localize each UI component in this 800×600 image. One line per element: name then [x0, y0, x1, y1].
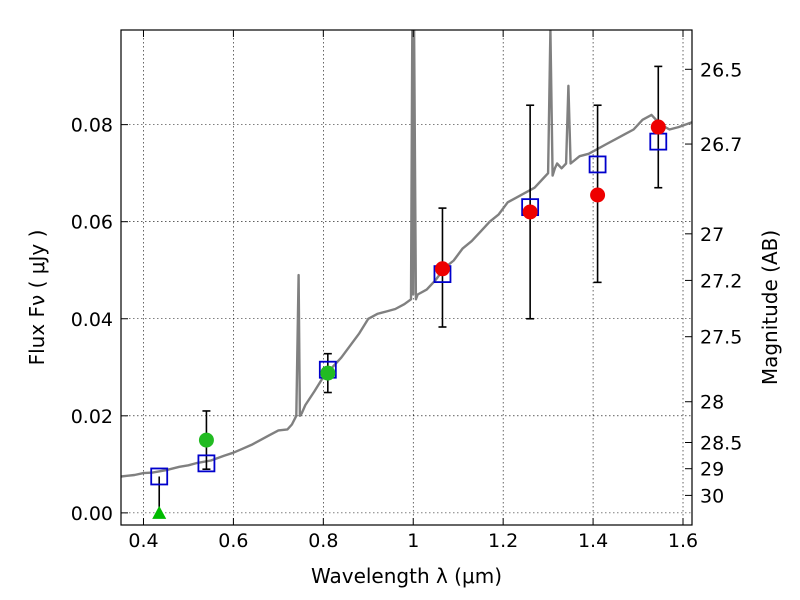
x-axis-label: Wavelength λ (μm)	[311, 564, 502, 588]
model-point	[150, 467, 169, 486]
observed-point	[590, 187, 606, 203]
axis-ticks: 0.4 0.6 0.8 1 1.2 1.4 1.6 0.00 0.02 0.04 0.06 0.08 2…	[71, 30, 742, 552]
y-axis-label-left: Flux Fν ( μJy )	[25, 230, 49, 366]
plot-frame	[120, 29, 693, 526]
x-tick-label: 0.4	[128, 530, 158, 552]
y-tick-label-left: 0.08	[71, 115, 113, 137]
x-tick-label: 0.8	[308, 530, 338, 552]
model-point	[588, 155, 607, 174]
y-tick-label-left: 0.04	[71, 309, 113, 331]
y-axis-label-right: Magnitude (AB)	[758, 230, 782, 385]
y-tick-label-left: 0.00	[71, 503, 113, 525]
y-tick-label-right: 26.5	[700, 59, 742, 81]
plot-content	[121, 30, 692, 519]
y-tick-label-left: 0.02	[71, 406, 113, 428]
x-tick-label: 0.6	[218, 530, 248, 552]
y-tick-label-right: 28	[700, 392, 724, 414]
x-tick-label: 1.6	[668, 530, 698, 552]
y-tick-label-right: 27	[700, 224, 724, 246]
observed-point-upper-limit	[152, 505, 167, 519]
observed-point	[434, 261, 450, 277]
spectrum-line	[121, 30, 692, 478]
x-tick-label: 1.4	[578, 530, 608, 552]
observed-point	[320, 365, 336, 381]
y-tick-label-right: 28.5	[700, 433, 742, 455]
observed-point	[198, 432, 214, 448]
observed-point	[650, 119, 666, 135]
y-tick-label-right: 27.2	[700, 270, 742, 292]
model-point	[197, 454, 216, 473]
x-tick-label: 1	[407, 530, 419, 552]
y-tick-label-right: 30	[700, 485, 724, 507]
observed-point	[522, 204, 538, 220]
y-tick-label-right: 29	[700, 459, 724, 481]
y-tick-label-right: 26.7	[700, 134, 742, 156]
grid-lines	[121, 30, 692, 525]
x-tick-label: 1.2	[488, 530, 518, 552]
y-tick-label-right: 27.5	[700, 327, 742, 349]
y-tick-label-left: 0.06	[71, 212, 113, 234]
